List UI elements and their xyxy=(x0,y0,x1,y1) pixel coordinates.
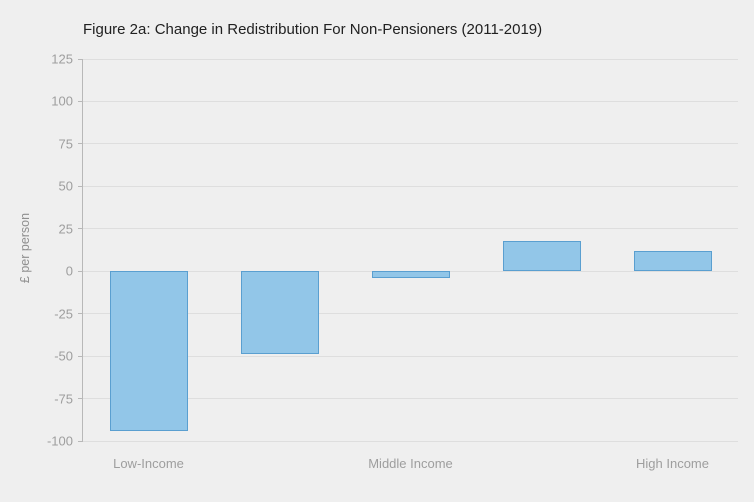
y-tick-label: 50 xyxy=(58,178,73,194)
gridline xyxy=(83,355,738,357)
gridline xyxy=(83,185,738,187)
y-tick-label: 75 xyxy=(58,136,73,152)
gridline xyxy=(83,398,738,400)
bar-high-income xyxy=(633,250,712,272)
y-tick-mark xyxy=(78,270,83,272)
y-tick-label: -50 xyxy=(54,348,73,364)
y-axis-label: £ per person xyxy=(18,212,32,284)
y-tick-label: 125 xyxy=(51,51,73,67)
y-tick-mark xyxy=(78,440,83,442)
y-tick-label: -25 xyxy=(54,306,73,322)
y-tick-label: 25 xyxy=(58,221,73,237)
y-tick-label: 100 xyxy=(51,93,73,109)
bar-low-income xyxy=(109,271,188,431)
x-tick-label: Middle Income xyxy=(368,456,453,471)
gridline xyxy=(83,143,738,145)
y-tick-label: -75 xyxy=(54,391,73,407)
y-tick-mark xyxy=(78,355,83,357)
plot-area: 125 100 75 50 25 0 -25 -50 -75 -100 Low-Income Midd… xyxy=(47,52,738,471)
y-tick-label: -100 xyxy=(46,433,73,449)
gridline xyxy=(83,100,738,102)
gridline xyxy=(83,58,738,60)
gridline xyxy=(83,440,738,442)
bar-category-4 xyxy=(502,240,581,272)
y-tick-mark xyxy=(78,398,83,400)
y-tick-mark xyxy=(78,185,83,187)
gridline xyxy=(83,313,738,315)
y-tick-mark xyxy=(78,313,83,315)
gridline xyxy=(83,228,738,230)
bar-middle-income xyxy=(371,271,450,278)
y-tick-mark xyxy=(78,100,83,102)
x-tick-label: Low-Income xyxy=(113,456,184,471)
y-tick-label: 0 xyxy=(65,263,73,279)
y-tick-mark xyxy=(78,143,83,145)
y-tick-mark xyxy=(78,58,83,60)
chart-title: Figure 2a: Change in Redistribution For … xyxy=(83,21,543,38)
bar-category-2 xyxy=(240,271,319,355)
y-tick-mark xyxy=(78,228,83,230)
x-tick-label: High Income xyxy=(636,456,709,471)
